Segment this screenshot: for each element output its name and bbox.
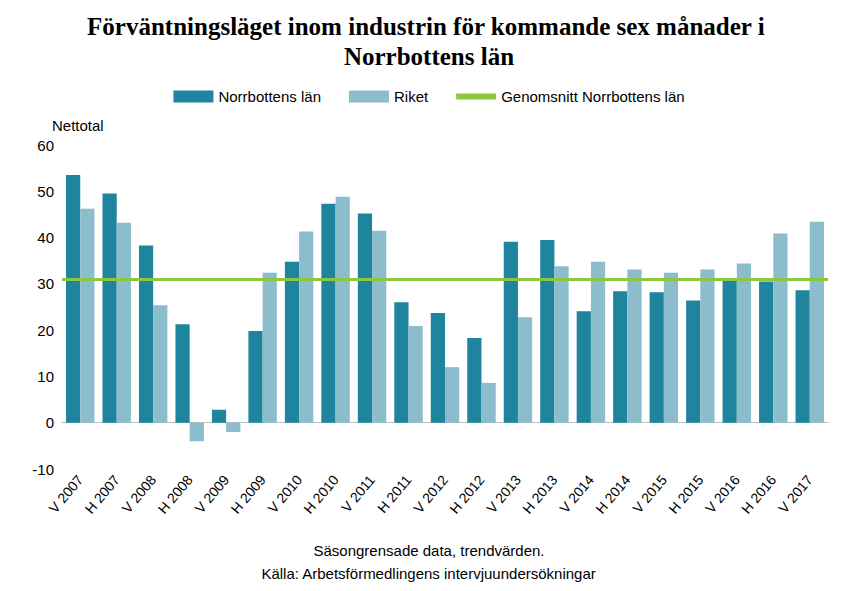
svg-text:H 2016: H 2016 xyxy=(738,472,779,517)
svg-text:30: 30 xyxy=(37,275,54,292)
svg-text:Nettotal: Nettotal xyxy=(52,117,104,134)
svg-text:0: 0 xyxy=(46,414,54,431)
svg-text:V 2008: V 2008 xyxy=(119,472,160,516)
svg-text:V 2013: V 2013 xyxy=(483,472,524,516)
svg-text:Källa: Arbetsförmedlingens int: Källa: Arbetsförmedlingens intervjuunder… xyxy=(261,565,595,582)
svg-text:V 2014: V 2014 xyxy=(556,472,597,516)
svg-text:Norrbottens län: Norrbottens län xyxy=(344,43,514,70)
svg-text:V 2017: V 2017 xyxy=(775,472,816,516)
svg-text:60: 60 xyxy=(37,137,54,154)
svg-text:Riket: Riket xyxy=(394,88,429,105)
svg-text:H 2010: H 2010 xyxy=(300,472,341,517)
svg-text:V 2016: V 2016 xyxy=(702,472,743,516)
svg-text:40: 40 xyxy=(37,229,54,246)
svg-text:20: 20 xyxy=(37,322,54,339)
svg-text:H 2012: H 2012 xyxy=(446,472,487,517)
svg-text:V 2009: V 2009 xyxy=(191,472,232,516)
svg-text:Säsongrensade data, trendvärde: Säsongrensade data, trendvärden. xyxy=(314,542,545,559)
svg-text:H 2009: H 2009 xyxy=(227,472,268,517)
svg-text:H 2013: H 2013 xyxy=(519,472,560,517)
svg-text:50: 50 xyxy=(37,183,54,200)
svg-text:H 2008: H 2008 xyxy=(155,472,196,517)
svg-text:H 2015: H 2015 xyxy=(665,472,706,517)
svg-text:Norrbottens län: Norrbottens län xyxy=(218,88,321,105)
svg-text:V 2011: V 2011 xyxy=(338,472,378,516)
svg-text:-10: -10 xyxy=(32,461,54,478)
svg-text:10: 10 xyxy=(37,368,54,385)
svg-text:Förväntningsläget inom industr: Förväntningsläget inom industrin för kom… xyxy=(87,13,771,40)
svg-text:Genomsnitt Norrbottens län: Genomsnitt Norrbottens län xyxy=(501,88,684,105)
svg-text:V 2007: V 2007 xyxy=(46,472,87,516)
svg-text:V 2015: V 2015 xyxy=(629,472,670,516)
svg-text:H 2014: H 2014 xyxy=(592,472,633,517)
svg-text:H 2011: H 2011 xyxy=(374,472,415,516)
svg-text:V 2010: V 2010 xyxy=(264,472,305,516)
svg-text:H 2007: H 2007 xyxy=(82,472,123,517)
svg-text:V 2012: V 2012 xyxy=(410,472,451,516)
